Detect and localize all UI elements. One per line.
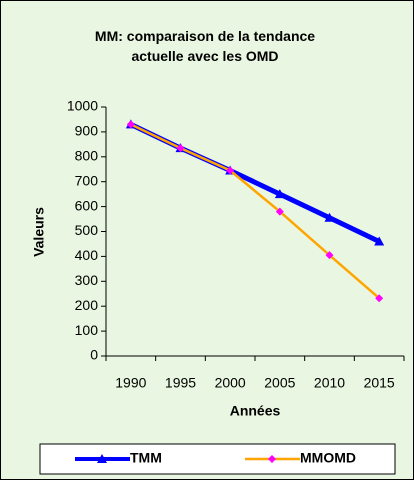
- legend-label: TMM: [130, 450, 162, 466]
- marker: [275, 207, 284, 216]
- marker: [97, 454, 107, 463]
- marker: [325, 251, 334, 260]
- x-tick-label: 2000: [215, 375, 246, 391]
- y-tick-label: 500: [75, 222, 99, 238]
- x-tick-label: 1990: [115, 375, 146, 391]
- chart-title: MM: comparaison de la tendance actuelle …: [94, 28, 316, 64]
- legend-label: MMOMD: [300, 450, 356, 466]
- y-tick-label: 1000: [67, 98, 98, 114]
- y-tick-label: 900: [75, 123, 99, 139]
- x-tick-label: 2015: [364, 375, 395, 391]
- marker: [226, 166, 235, 175]
- marker: [126, 120, 135, 129]
- x-tick-label: 2010: [314, 375, 345, 391]
- marker: [268, 455, 276, 463]
- y-tick-label: 800: [75, 148, 99, 164]
- y-tick-label: 0: [90, 347, 98, 363]
- y-axis-label: Valeurs: [31, 207, 47, 257]
- marker: [274, 189, 285, 199]
- y-tick-label: 200: [75, 297, 99, 313]
- y-tick-label: 700: [75, 172, 99, 188]
- x-tick-label: 1995: [165, 375, 196, 391]
- y-tick-label: 600: [75, 197, 99, 213]
- marker: [374, 236, 385, 246]
- marker: [176, 144, 185, 153]
- y-tick-label: 300: [75, 272, 99, 288]
- marker: [375, 294, 384, 303]
- x-tick-label: 2005: [264, 375, 295, 391]
- series-line: [130, 123, 380, 300]
- y-tick-label: 400: [75, 247, 99, 263]
- y-tick-label: 100: [75, 322, 99, 338]
- marker: [324, 212, 335, 222]
- x-axis-label: Années: [230, 403, 281, 419]
